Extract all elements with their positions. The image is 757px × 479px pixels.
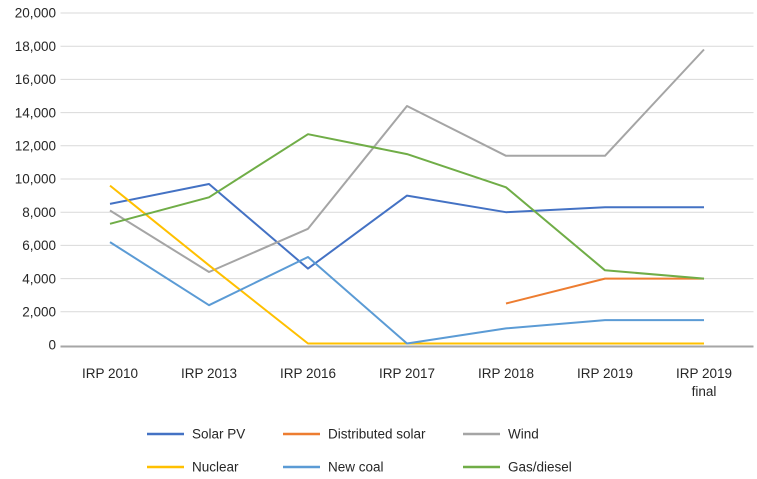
legend-item-distributed-solar: Distributed solar	[283, 427, 426, 442]
legend-item-nuclear: Nuclear	[147, 460, 239, 475]
y-axis-tick-label: 4,000	[22, 271, 56, 286]
x-axis-category-label: IRP 2019	[577, 366, 633, 381]
x-axis-category-label: IRP 2013	[181, 366, 237, 381]
series-line-new-coal	[109, 241, 704, 345]
gridlines	[60, 12, 754, 313]
x-axis-category-label: IRP 2016	[280, 366, 336, 381]
series-line-solar-pv	[109, 183, 704, 270]
y-axis-tick-label: 6,000	[22, 238, 56, 253]
legend-label: Solar PV	[192, 427, 245, 442]
legend-label: New coal	[328, 460, 384, 475]
legend-item-gas-diesel: Gas/diesel	[463, 460, 572, 475]
legend-item-wind: Wind	[463, 427, 539, 442]
legend-item-new-coal: New coal	[283, 460, 384, 475]
x-axis-category-label: IRP 2019	[676, 366, 732, 381]
y-axis-tick-label: 12,000	[15, 139, 56, 154]
legend-label: Gas/diesel	[508, 460, 572, 475]
x-axis-category-label: IRP 2017	[379, 366, 435, 381]
x-axis-category-label: IRP 2018	[478, 366, 534, 381]
y-axis-tick-label: 18,000	[15, 39, 56, 54]
x-axis-category-label: final	[692, 384, 717, 399]
y-axis-tick-label: 10,000	[15, 172, 56, 187]
y-axis-tick-label: 14,000	[15, 105, 56, 120]
y-axis: 0 2,000 4,000 6,000 8,000 10,000 12,000 14,000 1…	[15, 6, 56, 353]
y-axis-tick-label: 8,000	[22, 205, 56, 220]
x-axis-category-label: IRP 2010	[82, 366, 138, 381]
y-axis-tick-label: 16,000	[15, 72, 56, 87]
legend-label: Wind	[508, 427, 539, 442]
legend-item-solar-pv: Solar PV	[147, 427, 245, 442]
legend: Solar PV Distributed solar Wind Nuclear New …	[147, 427, 572, 475]
y-axis-tick-label: 20,000	[15, 6, 56, 21]
series-line-distributed-solar	[505, 277, 704, 305]
legend-label: Distributed solar	[328, 427, 426, 442]
y-axis-tick-label: 0	[48, 338, 56, 353]
series-line-gas-diesel	[109, 133, 705, 280]
series-lines	[109, 48, 705, 345]
x-axis: IRP 2010 IRP 2013 IRP 2016 IRP 2017 IRP 2018…	[82, 366, 732, 399]
y-axis-tick-label: 2,000	[22, 305, 56, 320]
series-line-wind	[109, 48, 705, 273]
legend-label: Nuclear	[192, 460, 239, 475]
